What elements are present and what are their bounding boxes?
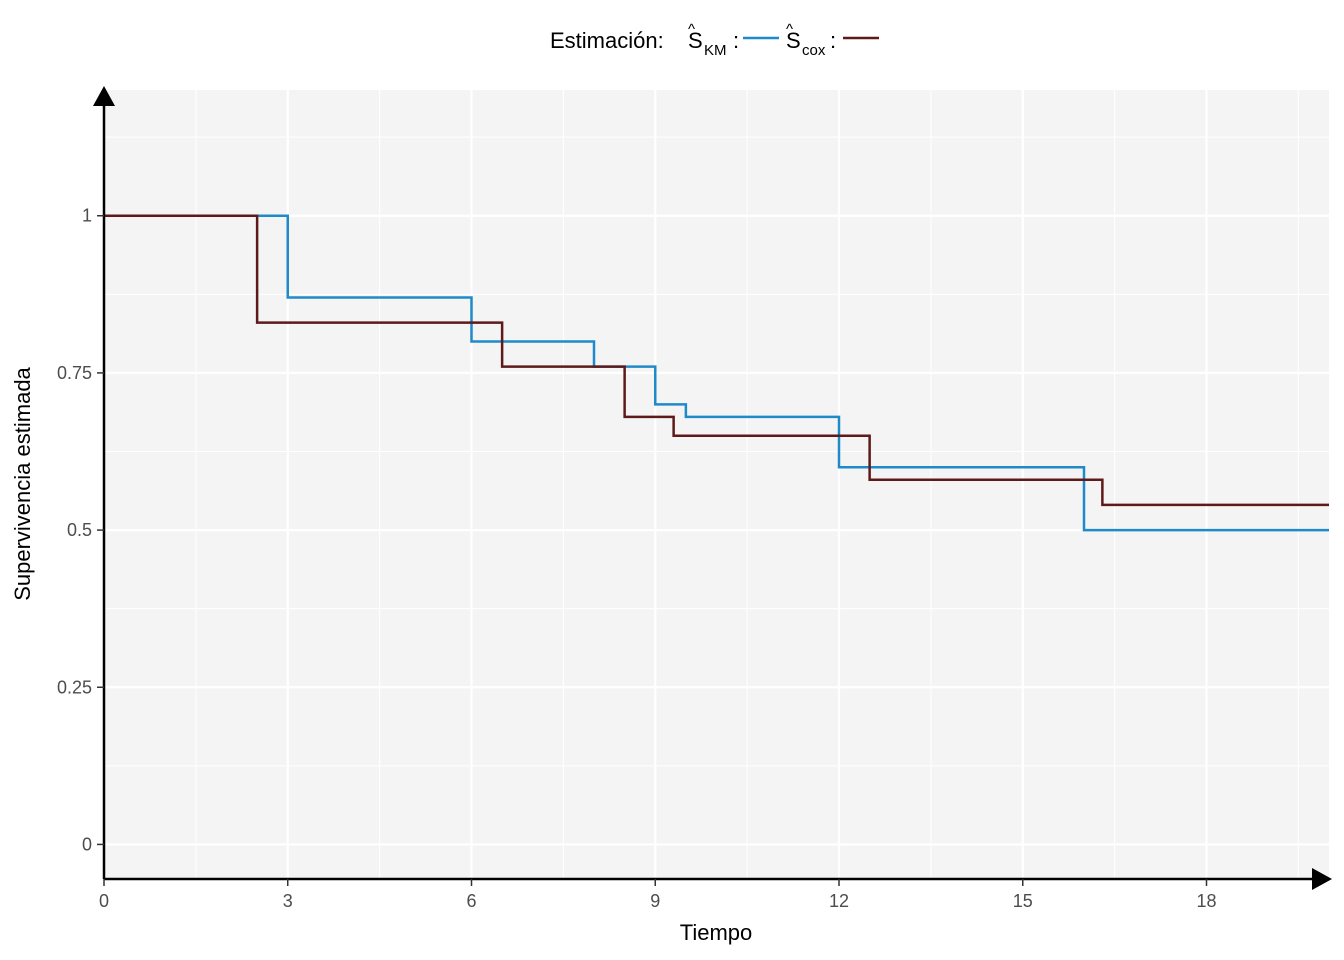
- legend-hat-km: ^: [688, 21, 695, 38]
- x-tick-label: 3: [283, 891, 293, 911]
- plot-panel: [104, 90, 1329, 879]
- x-tick-label: 9: [650, 891, 660, 911]
- x-tick-label: 18: [1196, 891, 1216, 911]
- y-tick-label: 0.5: [67, 520, 92, 540]
- series-line-km: [104, 214, 1329, 532]
- y-ticks: 0 0.25 0.5 0.75 1: [57, 206, 104, 854]
- legend: Estimación: ^ S KM : ^ S cox :: [550, 21, 879, 59]
- minor-gridlines: [104, 90, 1329, 879]
- x-axis-arrow: [1312, 868, 1332, 890]
- y-tick-label: 1: [82, 206, 92, 226]
- legend-label-km: S: [688, 28, 703, 53]
- legend-suffix-cox: :: [830, 28, 836, 53]
- x-tick-label: 0: [99, 891, 109, 911]
- x-tick-label: 12: [829, 891, 849, 911]
- legend-label-cox: S: [786, 28, 801, 53]
- legend-sub-km: KM: [704, 42, 727, 59]
- major-gridlines: [102, 90, 1329, 879]
- y-tick-label: 0: [82, 834, 92, 854]
- y-tick-label: 0.75: [57, 363, 92, 383]
- y-tick-label: 0.25: [57, 677, 92, 697]
- x-axis-title: Tiempo: [680, 920, 753, 945]
- x-ticks: 0 3 6 9 12 15 18: [99, 879, 1217, 911]
- series-layer: [104, 214, 1329, 532]
- legend-title: Estimación:: [550, 28, 664, 53]
- legend-suffix-km: :: [733, 28, 739, 53]
- series-line-cox: [104, 214, 1329, 507]
- y-axis-title: Supervivencia estimada: [10, 366, 35, 600]
- y-axis-arrow: [93, 86, 115, 106]
- legend-hat-cox: ^: [786, 21, 793, 38]
- x-tick-label: 6: [466, 891, 476, 911]
- legend-sub-cox: cox: [802, 42, 826, 59]
- x-tick-label: 15: [1013, 891, 1033, 911]
